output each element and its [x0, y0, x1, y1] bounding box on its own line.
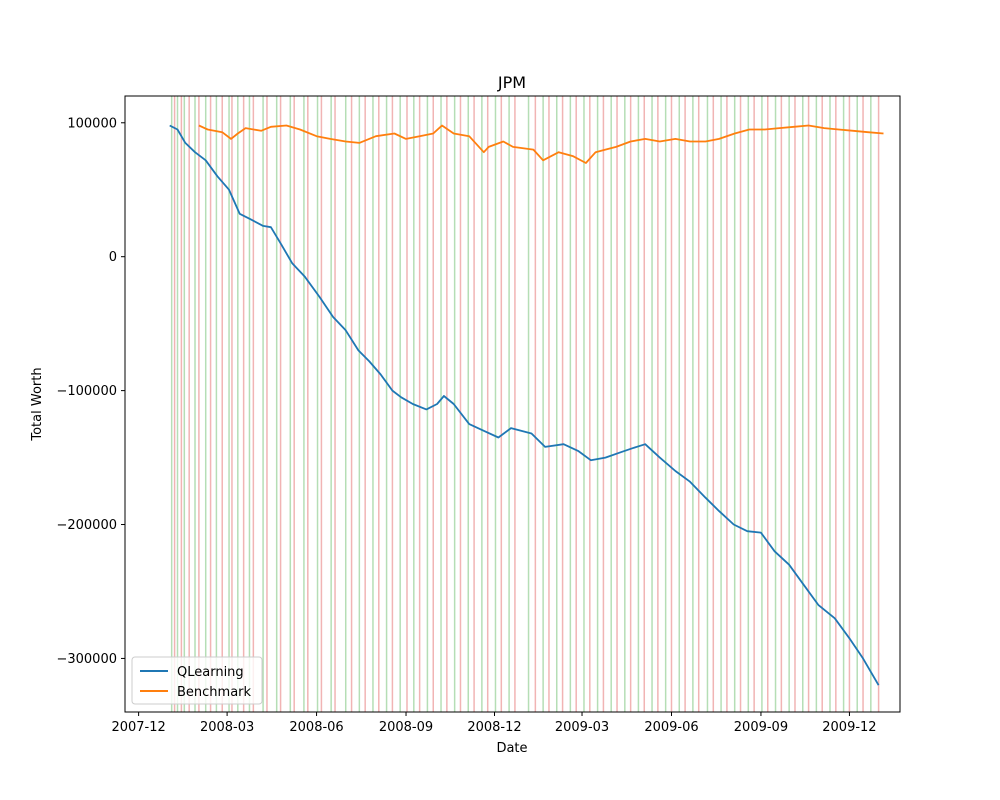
- trade-markers: [170, 96, 880, 712]
- x-tick-label: 2007-12: [111, 720, 165, 735]
- chart-title: JPM: [497, 73, 526, 92]
- x-tick-label: 2009-06: [644, 720, 698, 735]
- legend-box: [131, 656, 263, 705]
- y-tick-label: −300000: [56, 652, 117, 667]
- y-tick-label: 0: [109, 250, 117, 265]
- y-tick-label: −100000: [56, 384, 117, 399]
- legend-label-qlearning: QLearning: [177, 665, 244, 680]
- plot-frame: [124, 95, 901, 713]
- x-tick-label: 2008-09: [379, 720, 433, 735]
- x-tick-label: 2008-03: [200, 720, 254, 735]
- y-tick-label: 100000: [67, 116, 117, 131]
- x-tick-label: 2009-12: [822, 720, 876, 735]
- legend: QLearning Benchmark: [131, 656, 263, 705]
- x-tick-label: 2008-12: [467, 720, 521, 735]
- y-tick-label: −200000: [56, 518, 117, 533]
- x-tick-label: 2009-09: [734, 720, 788, 735]
- x-axis-label: Date: [496, 741, 527, 756]
- series-line-qlearning: [169, 124, 880, 686]
- legend-label-benchmark: Benchmark: [177, 685, 252, 700]
- series-lines: [169, 124, 884, 686]
- y-axis-label: Total Worth: [30, 367, 45, 441]
- series-line-benchmark: [198, 124, 884, 164]
- x-tick-label: 2008-06: [289, 720, 343, 735]
- y-axis: 100000 0 −100000 −200000 −300000: [56, 116, 125, 667]
- x-axis: 2007-12 2008-03 2008-06 2008-09 2008-12 2009-…: [111, 712, 877, 735]
- x-tick-label: 2009-03: [555, 720, 609, 735]
